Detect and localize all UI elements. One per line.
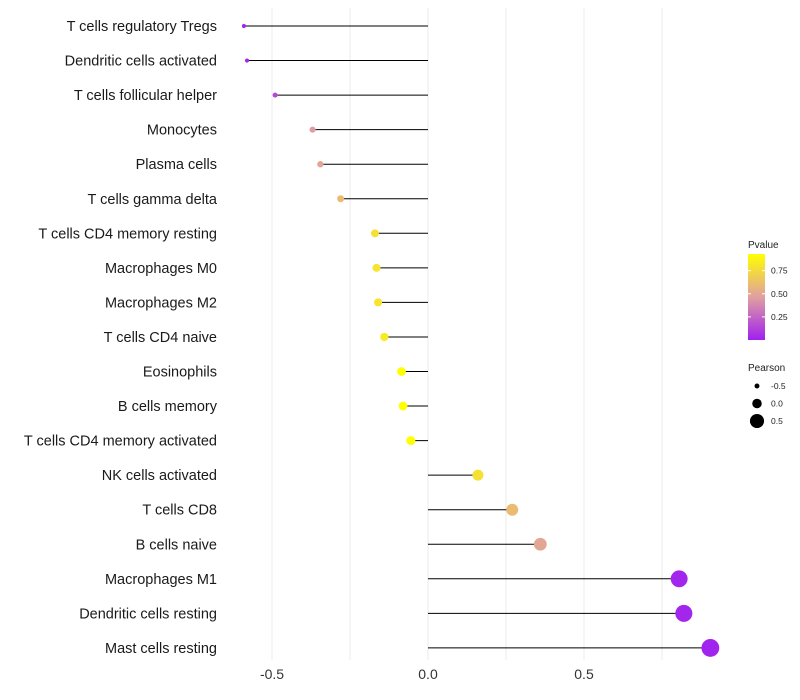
lollipop-point [380, 332, 389, 342]
pearson-legend-dot [754, 383, 760, 389]
lollipop-point [370, 229, 379, 238]
pearson-legend-dot [752, 398, 762, 409]
y-axis-label: Plasma cells [136, 157, 217, 173]
y-axis-label: T cells regulatory Tregs [67, 19, 217, 35]
x-tick-label: 0.0 [418, 666, 438, 682]
y-axis-label: Dendritic cells resting [79, 606, 217, 622]
y-axis-label: Macrophages M0 [105, 261, 217, 277]
y-axis-label: T cells follicular helper [74, 88, 217, 104]
y-axis-label: T cells CD4 memory activated [24, 434, 217, 450]
pvalue-legend-label: 0.50 [771, 289, 788, 299]
y-axis-label: B cells naive [136, 537, 217, 553]
y-axis-label: T cells gamma delta [88, 192, 218, 208]
x-tick-label: 0.5 [574, 666, 594, 682]
x-tick-label: -0.5 [260, 666, 284, 682]
lollipop-point [272, 92, 278, 98]
y-axis-label: T cells CD4 naive [104, 330, 217, 346]
y-axis-label: Macrophages M2 [105, 295, 217, 311]
lollipop-point [506, 503, 519, 516]
lollipop-point [374, 298, 383, 307]
lollipop-point [701, 638, 720, 657]
lollipop-point [675, 604, 693, 622]
lollipop-point [244, 58, 250, 63]
pearson-legend-dot [749, 413, 765, 429]
y-axis-label: T cells CD4 memory resting [38, 226, 217, 242]
lollipop-point [670, 570, 688, 588]
y-axis-label: Dendritic cells activated [65, 54, 217, 70]
lollipop-point [398, 401, 408, 411]
y-axis-label: B cells memory [118, 399, 218, 415]
lollipop-point [533, 537, 547, 551]
pvalue-colorbar [748, 254, 765, 340]
lollipop-point [397, 367, 406, 376]
pearson-legend-title: Pearson [748, 363, 785, 374]
y-axis-label: T cells CD8 [142, 503, 217, 519]
lollipop-point [337, 195, 345, 203]
y-axis-label: Monocytes [147, 123, 217, 139]
pvalue-legend: Pvalue 0.25 0.50 0.75 [748, 240, 788, 340]
x-axis-tick-labels: -0.5 0.0 0.5 [260, 666, 594, 682]
lollipop-point [317, 161, 324, 168]
lollipop-stems [243, 25, 711, 649]
lollipop-point [406, 436, 416, 446]
lollipop-point [372, 263, 381, 272]
y-axis-label: Mast cells resting [105, 641, 217, 657]
pearson-legend-label: 0.5 [771, 416, 783, 426]
pearson-legend-label: -0.5 [771, 381, 786, 391]
lollipop-points [241, 23, 720, 657]
pvalue-legend-label: 0.25 [771, 312, 788, 322]
pearson-legend: Pearson -0.5 0.0 0.5 [748, 363, 786, 429]
y-axis-label: Macrophages M1 [105, 572, 217, 588]
pvalue-legend-title: Pvalue [748, 240, 779, 251]
y-axis-labels: T cells regulatory Tregs Dendritic cells … [24, 19, 218, 657]
lollipop-point [472, 469, 484, 481]
pvalue-legend-label: 0.75 [771, 266, 788, 276]
pearson-legend-label: 0.0 [771, 399, 783, 409]
y-axis-label: NK cells activated [102, 468, 217, 484]
lollipop-point [309, 126, 316, 133]
lollipop-point [241, 23, 246, 29]
y-axis-label: Eosinophils [143, 365, 217, 381]
grid-lines [271, 8, 663, 660]
